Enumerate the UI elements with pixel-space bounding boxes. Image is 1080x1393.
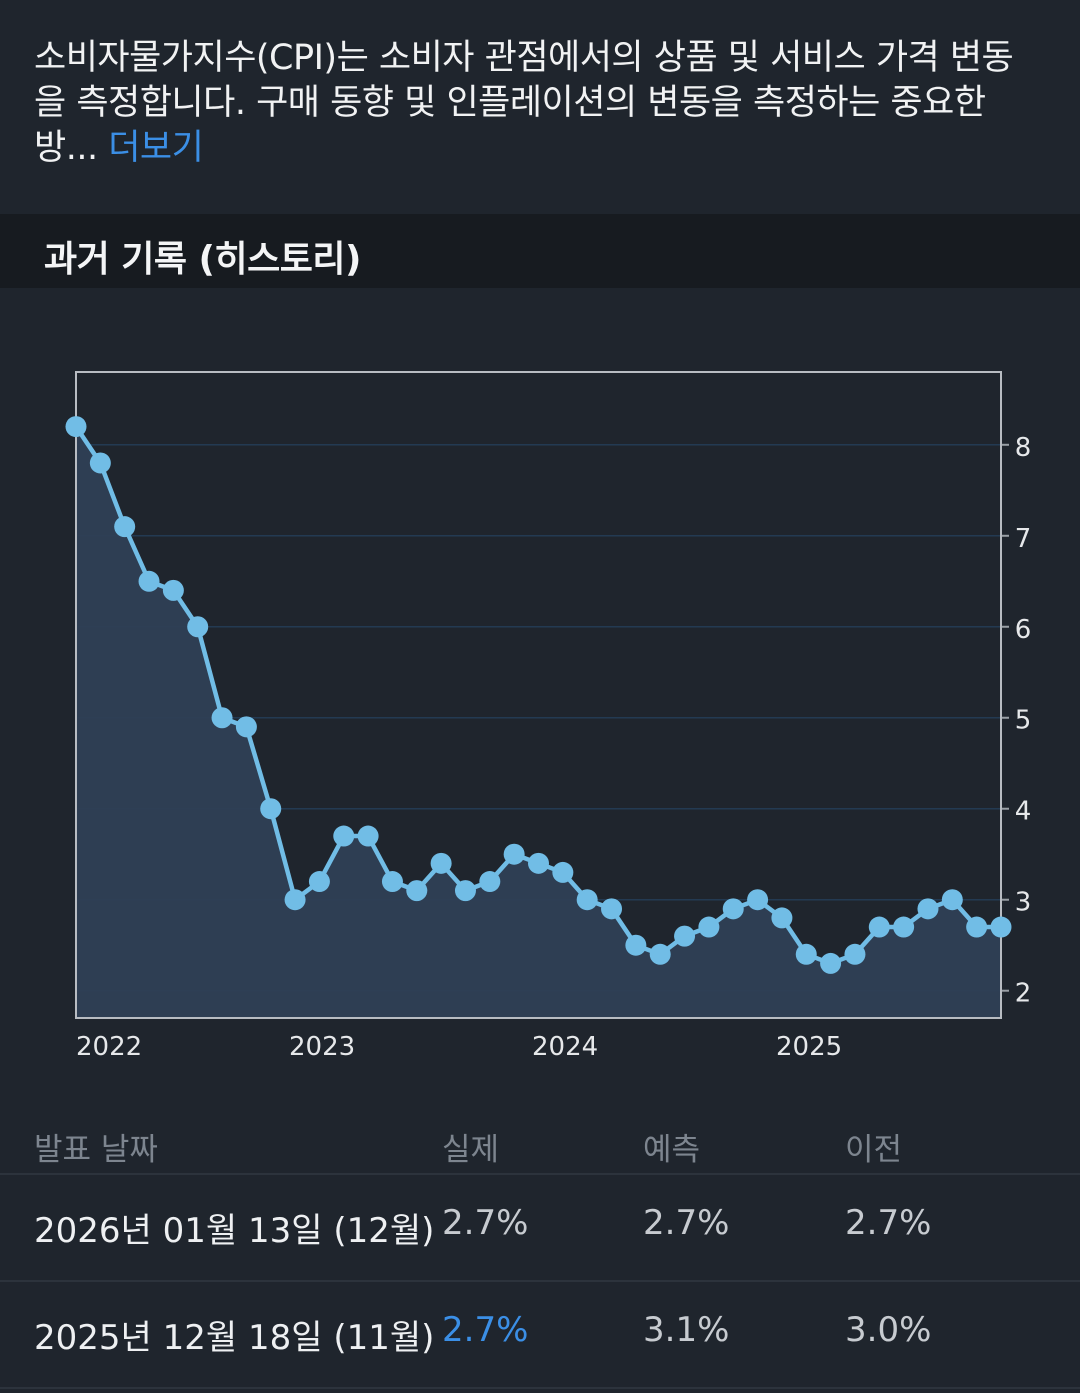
y-tick-label: 2 bbox=[1015, 979, 1032, 1009]
data-point bbox=[211, 707, 233, 729]
data-point bbox=[844, 943, 866, 965]
table-row[interactable]: 2026년 01월 13일 (12월) 2.7% 2.7% 2.7% bbox=[0, 1175, 1080, 1282]
data-point bbox=[479, 871, 501, 893]
header-forecast: 예측 bbox=[643, 1132, 701, 1168]
data-point bbox=[454, 880, 476, 902]
data-point bbox=[333, 825, 355, 847]
data-point bbox=[162, 579, 184, 601]
table-header: 발표 날짜 실제 예측 이전 bbox=[0, 1118, 1080, 1175]
x-tick-label: 2022 bbox=[76, 1032, 142, 1062]
cpi-history-chart: 2 3 4 5 6 7 8 2022 2023 2024 2025 bbox=[65, 371, 1032, 1062]
data-point bbox=[308, 871, 330, 893]
data-point bbox=[576, 889, 598, 911]
data-point bbox=[65, 416, 87, 438]
forecast-value: 2.7% bbox=[643, 1203, 730, 1243]
data-point bbox=[187, 616, 209, 638]
y-tick-label: 5 bbox=[1015, 706, 1032, 736]
description-text: 소비자물가지수(CPI)는 소비자 관점에서의 상품 및 서비스 가격 변동을 … bbox=[34, 38, 1014, 168]
header-previous: 이전 bbox=[845, 1132, 903, 1168]
area-fill bbox=[76, 426, 1001, 1018]
data-point bbox=[966, 916, 988, 938]
data-point bbox=[381, 871, 403, 893]
release-date: 2026년 01월 13일 (12월) bbox=[34, 1211, 435, 1251]
data-point bbox=[917, 898, 939, 920]
data-point bbox=[771, 907, 793, 929]
x-tick-label: 2025 bbox=[776, 1032, 842, 1062]
actual-value: 2.7% bbox=[442, 1310, 529, 1350]
y-tick-label: 6 bbox=[1015, 615, 1032, 645]
section-title: 과거 기록 (히스토리) bbox=[44, 239, 361, 280]
y-tick-label: 3 bbox=[1015, 888, 1032, 918]
data-point bbox=[357, 825, 379, 847]
y-tick-label: 7 bbox=[1015, 524, 1032, 554]
x-tick-label: 2024 bbox=[532, 1032, 598, 1062]
cpi-description: 소비자물가지수(CPI)는 소비자 관점에서의 상품 및 서비스 가격 변동을 … bbox=[34, 36, 1044, 171]
data-point bbox=[503, 843, 525, 865]
header-date: 발표 날짜 bbox=[34, 1132, 158, 1168]
data-point bbox=[284, 889, 306, 911]
data-point bbox=[722, 898, 744, 920]
data-point bbox=[552, 861, 574, 883]
data-point bbox=[89, 452, 111, 474]
history-section-header: 과거 기록 (히스토리) bbox=[0, 214, 1080, 288]
previous-value: 2.7% bbox=[845, 1203, 932, 1243]
header-actual: 실제 bbox=[442, 1132, 500, 1168]
data-point bbox=[114, 516, 136, 538]
plot-frame bbox=[75, 371, 1002, 1019]
y-tick-label: 8 bbox=[1015, 433, 1032, 463]
y-tick-label: 4 bbox=[1015, 797, 1032, 827]
data-point bbox=[138, 570, 160, 592]
data-point bbox=[260, 798, 282, 820]
more-link[interactable]: 더보기 bbox=[108, 128, 204, 168]
data-point bbox=[698, 916, 720, 938]
data-point bbox=[601, 898, 623, 920]
data-point bbox=[941, 889, 963, 911]
release-date: 2025년 12월 18일 (11월) bbox=[34, 1318, 435, 1358]
forecast-value: 3.1% bbox=[643, 1310, 730, 1350]
data-point bbox=[795, 943, 817, 965]
table-row[interactable]: 2025년 12월 18일 (11월) 2.7% 3.1% 3.0% bbox=[0, 1282, 1080, 1389]
data-point bbox=[235, 716, 257, 738]
x-tick-label: 2023 bbox=[289, 1032, 355, 1062]
data-point bbox=[990, 916, 1012, 938]
data-point bbox=[430, 852, 452, 874]
data-point bbox=[868, 916, 890, 938]
data-point bbox=[649, 943, 671, 965]
previous-value: 3.0% bbox=[845, 1310, 932, 1350]
data-point bbox=[820, 952, 842, 974]
data-point bbox=[406, 880, 428, 902]
data-point bbox=[625, 934, 647, 956]
data-point bbox=[893, 916, 915, 938]
data-point bbox=[528, 852, 549, 874]
data-point bbox=[747, 889, 769, 911]
data-point bbox=[674, 925, 696, 947]
actual-value: 2.7% bbox=[442, 1203, 529, 1243]
